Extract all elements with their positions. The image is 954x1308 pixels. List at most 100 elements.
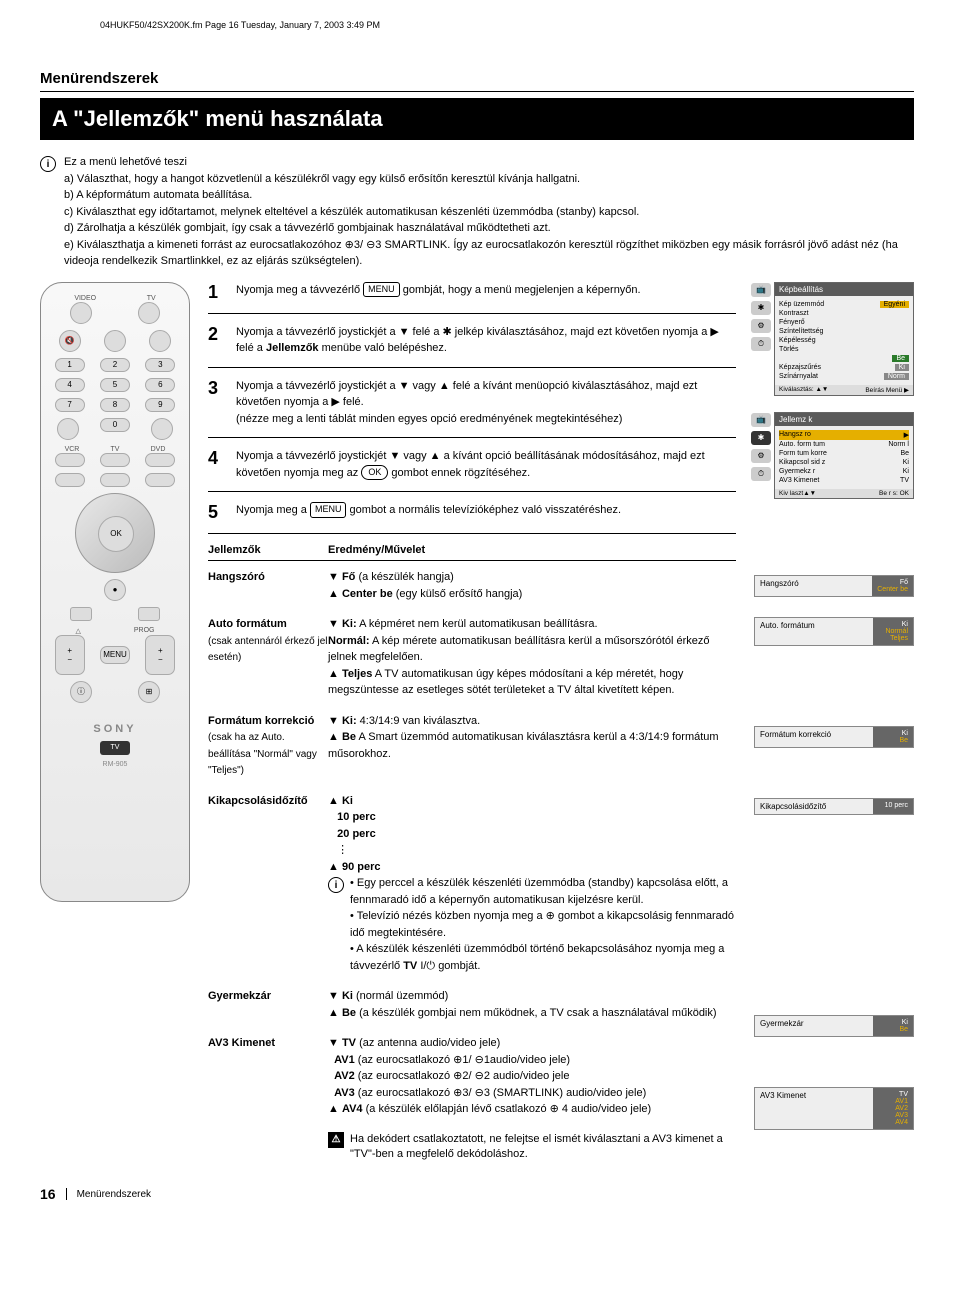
step-5: 5 Nyomja meg a MENU gombot a normális te…: [208, 502, 736, 534]
remote-label-video: VIDEO: [74, 295, 96, 302]
col-header-feature: Jellemzők: [208, 544, 328, 556]
remote-joystick: OK: [75, 493, 155, 573]
step-number: 4: [208, 448, 226, 481]
intro-b: b) A képformátum automata beállítása.: [64, 187, 914, 204]
page-footer: 16 Menürendszerek: [40, 1186, 914, 1202]
header-meta-line: 04HUKF50/42SX200K.fm Page 16 Tuesday, Ja…: [100, 20, 914, 30]
remote-play: ●: [104, 579, 126, 601]
osd-body: Hangsz ro▶ Auto. form tumNorm lForm tum …: [775, 426, 913, 489]
mini-sleep-timer: Kikapcsolásidőzítő 10 perc: [754, 798, 914, 815]
mini-auto-format: Auto. formátum KiNormálTeljes: [754, 617, 914, 646]
remote-num-1: 1: [55, 358, 85, 372]
side-osd-column: 📺✱⚙⏱ Képbeállítás Kép üzemmódEgyéniKontr…: [754, 282, 914, 1163]
remote-info: ⓘ: [70, 681, 92, 703]
osd-header: Képbeállítás: [775, 283, 913, 296]
menu-button-label: MENU: [363, 282, 400, 298]
step-text: Nyomja a távvezérlő joystickjét a ▼ felé…: [236, 324, 736, 357]
table-row: Gyermekzár ▼ Ki (normál üzemmód)▲ Be (a …: [208, 988, 736, 1021]
remote-enter: [151, 418, 173, 440]
warning-icon: ⚠: [328, 1132, 344, 1148]
warning-note: ⚠ Ha dekódert csatlakoztatott, ne felejt…: [328, 1132, 736, 1163]
step-text: Nyomja meg a távvezérlő MENU gombját, ho…: [236, 282, 736, 303]
remote-label-tv2: TV: [111, 446, 120, 453]
osd-body: Kép üzemmódEgyéniKontrasztFényerőSzíntel…: [775, 296, 913, 385]
remote-num-8: 8: [100, 398, 130, 412]
remote-aux1: [104, 330, 126, 352]
remote-label-tv: TV: [147, 295, 156, 302]
remote-misc1: [70, 607, 92, 621]
remote-num-6: 6: [145, 378, 175, 392]
menu-button-label: MENU: [310, 502, 347, 518]
remote-brand: SONY: [49, 723, 181, 735]
osd-picture-settings: 📺✱⚙⏱ Képbeállítás Kép üzemmódEgyéniKontr…: [774, 282, 914, 396]
remote-num-7: 7: [55, 398, 85, 412]
table-header: Jellemzők Eredmény/Művelet: [208, 544, 736, 561]
mini-child-lock: Gyermekzár KiBe: [754, 1015, 914, 1037]
remote-num-9: 9: [145, 398, 175, 412]
table-row: Kikapcsolásidőzítő ▲ Ki 10 perc 20 perc …: [208, 793, 736, 975]
remote-src-dvd: [145, 453, 175, 467]
remote-num-5: 5: [100, 378, 130, 392]
remote-model: RM-905: [49, 761, 181, 768]
step-1: 1 Nyomja meg a távvezérlő MENU gombját, …: [208, 282, 736, 314]
osd-side-tabs: 📺✱⚙⏱: [751, 283, 771, 351]
footer-section: Menürendszerek: [77, 1189, 151, 1200]
osd-side-tabs: 📺✱⚙⏱: [751, 413, 771, 481]
step-4: 4 Nyomja a távvezérlő joystickjét ▼ vagy…: [208, 448, 736, 492]
osd-features: 📺✱⚙⏱ Jellemz k Hangsz ro▶ Auto. form tum…: [774, 412, 914, 499]
steps-column: 1 Nyomja meg a távvezérlő MENU gombját, …: [208, 282, 736, 1163]
features-table: Jellemzők Eredmény/Művelet Hangszóró ▼ F…: [208, 544, 736, 1162]
remote-src-tv: [100, 453, 130, 467]
mini-format-correction: Formátum korrekció KiBe: [754, 726, 914, 748]
table-row: AV3 Kimenet ▼ TV (az antenna audio/video…: [208, 1035, 736, 1118]
intro-block: i Ez a menü lehetővé teszi a) Választhat…: [40, 154, 914, 270]
intro-c: c) Kiválaszthat egy időtartamot, melynek…: [64, 204, 914, 221]
intro-text: Ez a menü lehetővé teszi a) Választhat, …: [64, 154, 914, 270]
remote-control-illustration: VIDEOTV 🔇 123 456 789 0 VCRTVDVD OK ● △P…: [40, 282, 190, 902]
mini-hangszoro: Hangszóró FőCenter be: [754, 575, 914, 597]
remote-num-2: 2: [100, 358, 130, 372]
remote-num-4: 4: [55, 378, 85, 392]
remote-src-vcr: [55, 453, 85, 467]
page-number: 16: [40, 1186, 56, 1202]
remote-column: VIDEOTV 🔇 123 456 789 0 VCRTVDVD OK ● △P…: [40, 282, 190, 1163]
step-number: 1: [208, 282, 226, 303]
step-number: 3: [208, 378, 226, 428]
intro-lead: Ez a menü lehetővé teszi: [64, 154, 914, 171]
col-header-result: Eredmény/Művelet: [328, 544, 425, 556]
step-number: 2: [208, 324, 226, 357]
step-number: 5: [208, 502, 226, 523]
remote-format: ⊞: [138, 681, 160, 703]
remote-menu-button: MENU: [100, 646, 130, 664]
intro-a: a) Választhat, hogy a hangot közvetlenül…: [64, 171, 914, 188]
remote-colorbtn3: [145, 473, 175, 487]
remote-ok-button: OK: [98, 516, 134, 552]
banner-heading: A "Jellemzők" menü használata: [40, 98, 914, 140]
intro-e: e) Kiválaszthatja a kimeneti forrást az …: [64, 237, 914, 270]
intro-d: d) Zárolhatja a készülék gombjait, így c…: [64, 220, 914, 237]
remote-num-0: 0: [100, 418, 130, 432]
page-frame: 04HUKF50/42SX200K.fm Page 16 Tuesday, Ja…: [0, 20, 954, 1202]
remote-power-video: [70, 302, 92, 324]
remote-colorbtn2: [100, 473, 130, 487]
mini-av3-output: AV3 Kimenet TVAV1AV2AV3AV4: [754, 1087, 914, 1130]
table-row: Auto formátum(csak antennáról érkező jel…: [208, 616, 736, 699]
section-title: Menürendszerek: [40, 70, 914, 92]
remote-vol: +−: [55, 635, 85, 675]
step-text: Nyomja a távvezérlő joystickjét a ▼ vagy…: [236, 378, 736, 428]
info-icon: i: [40, 156, 56, 172]
remote-aux2: [149, 330, 171, 352]
table-row: Hangszóró ▼ Fő (a készülék hangja)▲ Cent…: [208, 569, 736, 602]
remote-num-3: 3: [145, 358, 175, 372]
step-2: 2 Nyomja a távvezérlő joystickjét a ▼ fe…: [208, 324, 736, 368]
remote-label-vcr: VCR: [65, 446, 80, 453]
remote-label-prog: PROG: [134, 627, 155, 635]
remote-power-tv: [138, 302, 160, 324]
step-3: 3 Nyomja a távvezérlő joystickjét a ▼ va…: [208, 378, 736, 439]
remote-dash: [57, 418, 79, 440]
table-row: Formátum korrekció(csak ha az Auto. beál…: [208, 713, 736, 779]
step-text: Nyomja meg a MENU gombot a normális tele…: [236, 502, 736, 523]
step-text: Nyomja a távvezérlő joystickjét ▼ vagy ▲…: [236, 448, 736, 481]
remote-mute: 🔇: [59, 330, 81, 352]
remote-prog: +−: [145, 635, 175, 675]
